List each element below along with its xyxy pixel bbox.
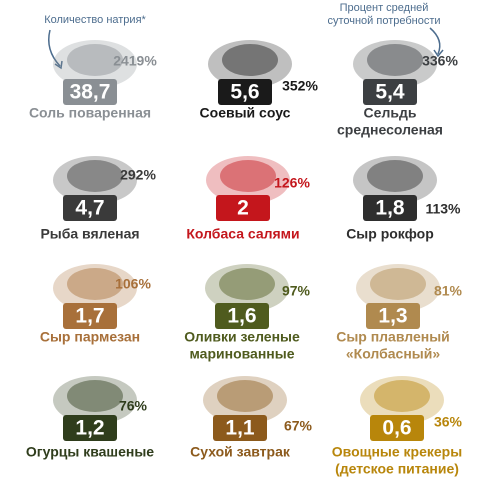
percent: 336%	[422, 53, 458, 69]
value-badge	[63, 79, 117, 105]
food-name: маринованные	[190, 346, 295, 362]
daily-note: суточной потребности	[327, 15, 440, 27]
food-image	[67, 268, 123, 300]
value: 1,8	[375, 197, 405, 220]
food-name: «Колбасный»	[346, 346, 440, 362]
percent: 126%	[274, 175, 310, 191]
value: 0,6	[382, 417, 411, 440]
daily-note: Процент средней	[340, 2, 429, 14]
arrow-head	[433, 49, 444, 58]
food-image	[203, 376, 287, 424]
percent: 76%	[119, 398, 148, 414]
food-image	[367, 160, 423, 192]
food-name: Соль поваренная	[29, 105, 151, 121]
percent: 36%	[434, 414, 463, 430]
value-badge	[215, 303, 269, 329]
food-name: Колбаса салями	[186, 226, 299, 242]
food-name: Огурцы квашеные	[26, 444, 154, 460]
arrow	[429, 27, 441, 55]
food-image	[360, 376, 444, 424]
value: 38,7	[70, 81, 111, 104]
food-image	[67, 380, 123, 412]
food-image	[356, 264, 440, 312]
value: 1,7	[75, 305, 104, 328]
food-name: Сыр рокфор	[346, 226, 434, 242]
food-image	[353, 40, 437, 88]
value: 1,3	[378, 305, 407, 328]
food-image	[374, 380, 430, 412]
food-image	[222, 44, 278, 76]
value-badge	[63, 303, 117, 329]
food-name: Сыр плавленый	[336, 329, 450, 345]
value: 1,2	[75, 417, 104, 440]
food-image	[220, 160, 276, 192]
percent: 106%	[115, 276, 151, 292]
food-image	[367, 44, 423, 76]
value-badge	[216, 195, 270, 221]
percent: 81%	[434, 283, 463, 299]
food-image	[67, 44, 123, 76]
food-image	[67, 160, 123, 192]
arrow-head	[54, 60, 63, 70]
food-image	[217, 380, 273, 412]
value-badge	[370, 415, 424, 441]
percent: 352%	[282, 78, 318, 94]
food-image	[370, 268, 426, 300]
food-name: (детское питание)	[335, 461, 459, 477]
percent: 113%	[425, 201, 461, 217]
percent: 97%	[282, 283, 311, 299]
food-name: Соевый соус	[200, 105, 291, 121]
value-badge	[366, 303, 420, 329]
food-name: Оливки зеленые	[184, 329, 300, 345]
value-badge	[63, 415, 117, 441]
value: 5,6	[230, 81, 259, 104]
value-badge	[63, 195, 117, 221]
percent: 292%	[120, 167, 156, 183]
sodium-note: Количество натрия*	[44, 14, 146, 26]
food-image	[53, 40, 137, 88]
percent: 2419%	[113, 53, 157, 69]
value: 1,6	[227, 305, 256, 328]
value: 1,1	[225, 417, 255, 440]
value-badge	[363, 195, 417, 221]
value: 5,4	[375, 81, 405, 104]
arrow	[48, 29, 61, 67]
value-badge	[213, 415, 267, 441]
food-name: Сыр пармезан	[40, 329, 140, 345]
food-image	[53, 264, 137, 312]
food-name: Овощные крекеры	[332, 444, 462, 460]
food-name: Сухой завтрак	[190, 444, 291, 460]
food-image	[206, 156, 290, 204]
food-image	[208, 40, 292, 88]
food-image	[205, 264, 289, 312]
food-name: Рыба вяленая	[40, 226, 139, 242]
food-image	[53, 156, 137, 204]
value-badge	[363, 79, 417, 105]
food-name: Сельдь	[364, 105, 417, 121]
value-badge	[218, 79, 272, 105]
value: 4,7	[75, 197, 104, 220]
food-image	[353, 156, 437, 204]
percent: 67%	[284, 418, 313, 434]
value: 2	[237, 197, 249, 220]
food-image	[219, 268, 275, 300]
food-image	[53, 376, 137, 424]
food-name: среднесоленая	[337, 122, 443, 138]
